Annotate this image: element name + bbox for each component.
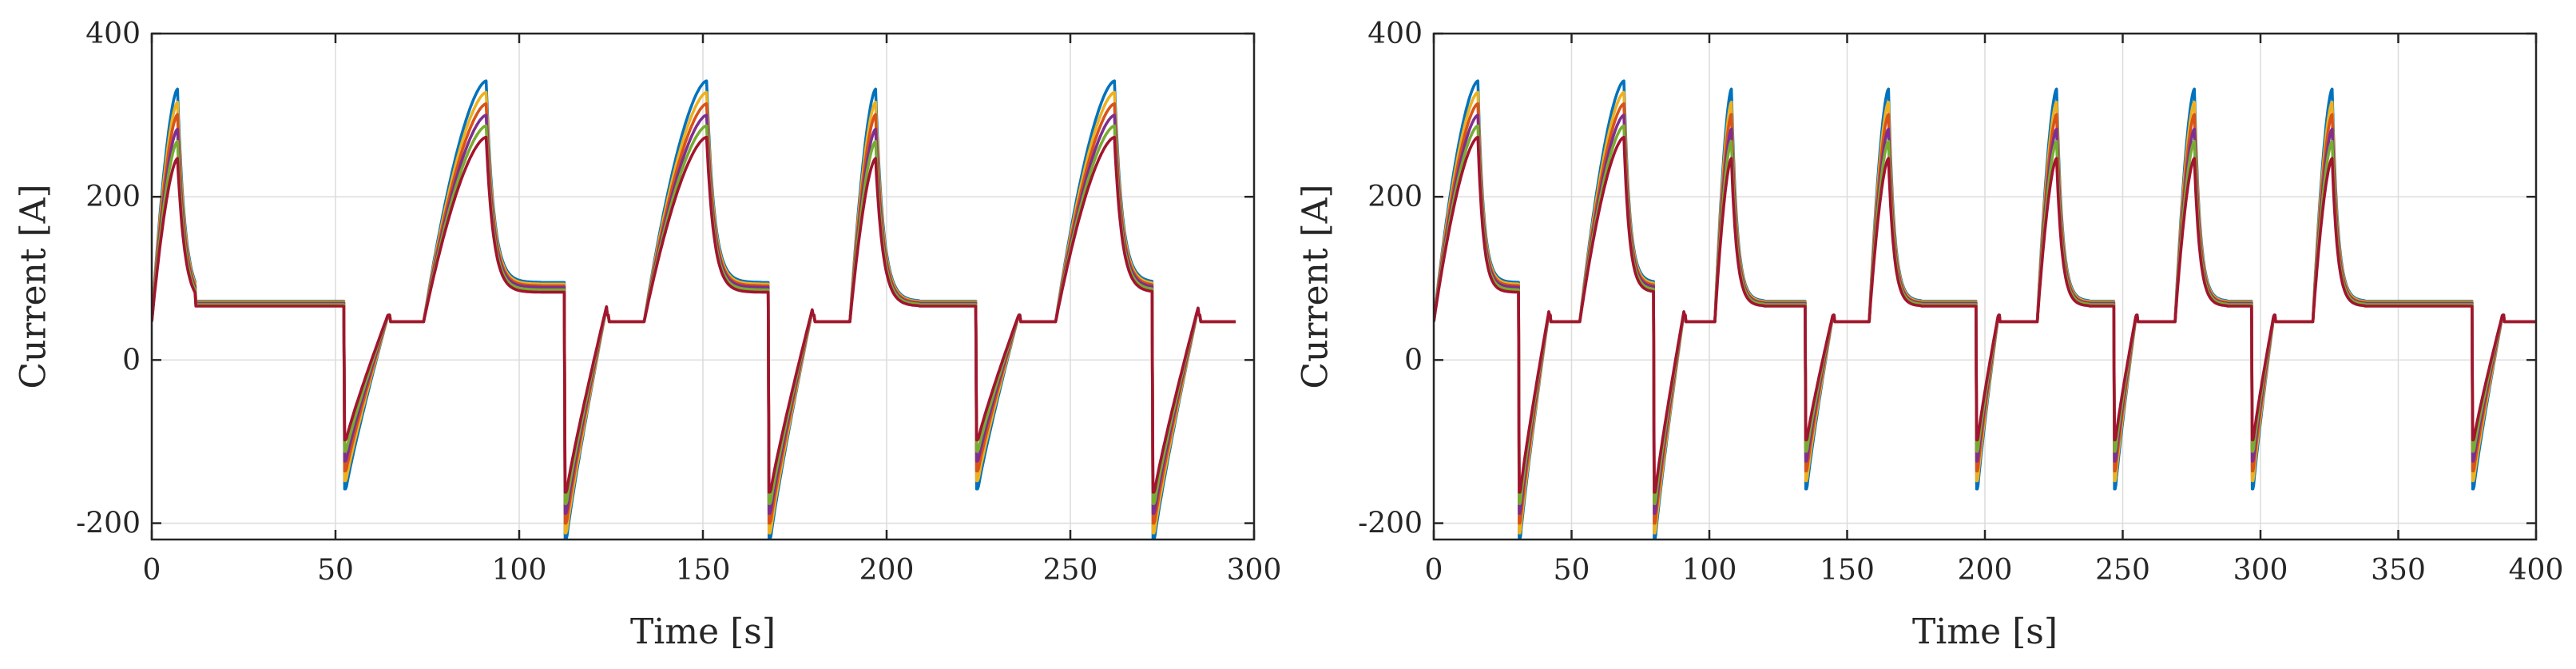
x-tick-label: 50 bbox=[1554, 554, 1590, 587]
series-line-6 bbox=[1434, 135, 2536, 494]
x-tick-label: 200 bbox=[859, 554, 915, 587]
x-tick-label: 250 bbox=[1043, 554, 1098, 587]
x-tick-label: 0 bbox=[143, 554, 161, 587]
chart-panel-2: 0 50 100 150 200 250 300 350 400-2000200400Time … bbox=[1296, 18, 2564, 652]
series-line-6 bbox=[152, 135, 1236, 494]
y-tick-label: 200 bbox=[85, 181, 141, 213]
x-tick-label: 200 bbox=[1958, 554, 2013, 587]
x-tick-label: 100 bbox=[492, 554, 547, 587]
y-tick-label: 0 bbox=[122, 344, 141, 376]
y-tick-label: 400 bbox=[1367, 18, 1423, 50]
series-group bbox=[1434, 79, 2536, 540]
x-tick-label: 400 bbox=[2509, 554, 2564, 587]
x-tick-label: 50 bbox=[317, 554, 354, 587]
x-tick-label: 0 bbox=[1425, 554, 1443, 587]
x-tick-label: 100 bbox=[1682, 554, 1737, 587]
y-axis-label: Current [A] bbox=[1296, 184, 1336, 388]
x-tick-label: 300 bbox=[2233, 554, 2288, 587]
x-tick-label: 150 bbox=[1820, 554, 1875, 587]
x-axis-label: Time [s] bbox=[1912, 611, 2058, 652]
y-axis-label: Current [A] bbox=[14, 184, 54, 388]
y-tick-label: 0 bbox=[1404, 344, 1423, 376]
x-axis-label: Time [s] bbox=[630, 611, 776, 652]
y-tick-label: -200 bbox=[76, 508, 141, 540]
y-tick-label: 200 bbox=[1367, 181, 1423, 213]
y-tick-label: -200 bbox=[1358, 508, 1423, 540]
y-tick-label: 400 bbox=[85, 18, 141, 50]
x-tick-label: 350 bbox=[2371, 554, 2426, 587]
x-tick-label: 300 bbox=[1227, 554, 1282, 587]
series-group bbox=[152, 79, 1236, 540]
x-tick-label: 250 bbox=[2095, 554, 2150, 587]
x-tick-label: 150 bbox=[676, 554, 731, 587]
